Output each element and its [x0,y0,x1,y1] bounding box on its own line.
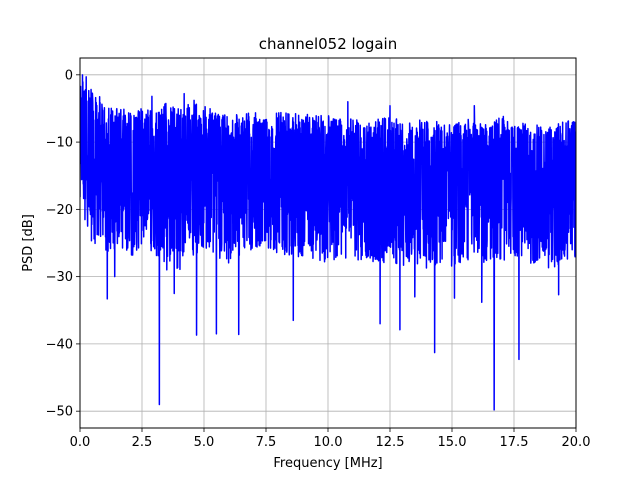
x-tick-label: 17.5 [500,435,529,450]
chart-title: channel052 logain [259,35,398,53]
x-axis-ticks: 0.0 2.5 5.0 7.5 10.0 12.5 15.0 17.5 20.0 [70,428,591,450]
x-tick-label: 20.0 [562,435,591,450]
y-axis-ticks: 0 −10 −20 −30 −40 −50 [46,68,80,420]
y-tick-label: 0 [65,68,73,83]
y-tick-label: −50 [46,405,73,420]
x-tick-label: 7.5 [256,435,277,450]
x-tick-label: 15.0 [438,435,467,450]
x-tick-label: 12.5 [376,435,405,450]
plot-area [80,74,576,411]
y-tick-label: −40 [46,337,73,352]
psd-series-line [80,74,576,411]
y-tick-label: −10 [46,136,73,151]
x-tick-label: 10.0 [314,435,343,450]
x-axis-label: Frequency [MHz] [273,456,382,471]
x-tick-label: 2.5 [132,435,153,450]
x-tick-label: 5.0 [194,435,215,450]
y-tick-label: −20 [46,203,73,218]
y-axis-label: PSD [dB] [21,214,36,272]
x-tick-label: 0.0 [70,435,91,450]
y-tick-label: −30 [46,270,73,285]
